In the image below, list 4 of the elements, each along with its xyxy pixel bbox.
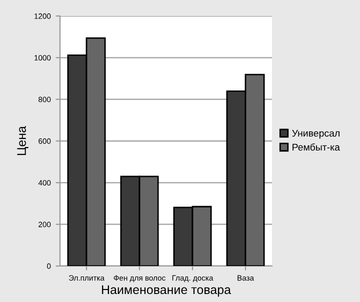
x-axis-title: Наименование товара: [102, 285, 232, 297]
y-axis-title: Цена: [17, 126, 28, 155]
legend-label: Рембыт-ка: [292, 143, 340, 151]
legend-label: Универсал: [292, 130, 340, 139]
